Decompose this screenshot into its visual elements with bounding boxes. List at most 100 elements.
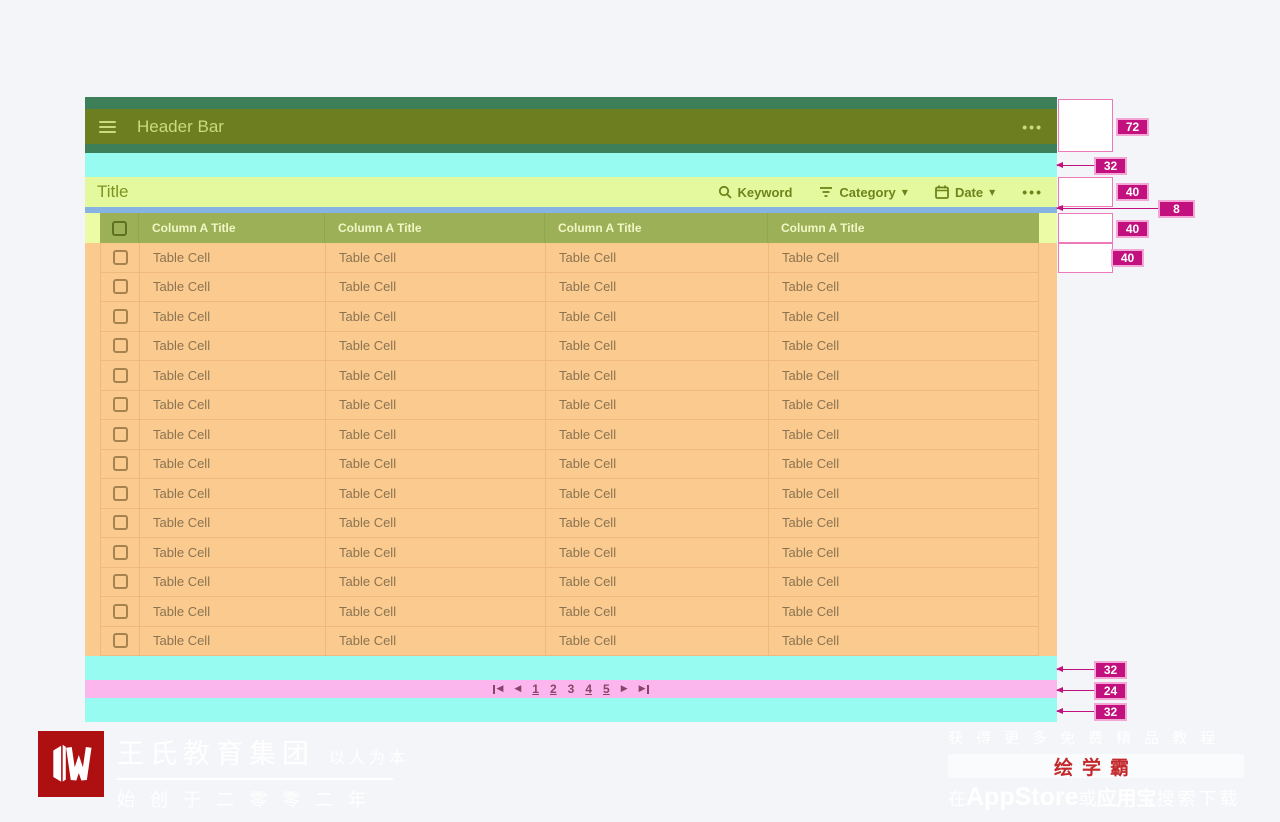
table-cell: Table Cell (546, 597, 769, 626)
row-checkbox[interactable] (112, 367, 128, 383)
table-right-gutter (1039, 509, 1057, 539)
keyword-search-button[interactable]: Keyword (718, 185, 792, 200)
table-cell: Table Cell (782, 485, 840, 501)
table-cell: Table Cell (140, 302, 326, 331)
row-checkbox-cell (101, 302, 140, 331)
page-number[interactable]: 5 (603, 682, 610, 696)
select-all-cell (100, 213, 139, 243)
row-checkbox[interactable] (112, 515, 128, 531)
table-cell: Table Cell (546, 390, 769, 419)
last-page-button[interactable]: ▶ (639, 684, 649, 694)
table-cell: Table Cell (782, 308, 840, 324)
table-cell: Table Cell (546, 272, 769, 301)
filter-icon (820, 187, 833, 197)
spec-arrow (1056, 666, 1094, 672)
watermark-right: 获得更多免费精品教程 绘学霸 在 AppStore 或 应用宝 搜索下载 (948, 727, 1248, 812)
measurement-badge-table-header: 40 (1116, 220, 1149, 238)
prev-page-button[interactable]: ◀ (514, 684, 521, 694)
row-checkbox-cell (101, 479, 140, 508)
table-cell: Table Cell (326, 390, 546, 419)
row-checkbox-cell (101, 626, 140, 655)
column-header: Column A Title (139, 213, 325, 243)
table-right-gutter (1039, 479, 1057, 509)
category-filter-button[interactable]: Category ▼ (819, 185, 908, 200)
table-right-gutter (1039, 243, 1057, 273)
table-row: Table Cell Table Cell Table Cell Table Cell (85, 361, 1057, 391)
table-left-gutter (85, 332, 100, 362)
row-checkbox[interactable] (112, 279, 128, 295)
header-bar-title: Header Bar (137, 116, 224, 136)
table-cell: Table Cell (326, 508, 546, 537)
table-right-gutter (1039, 538, 1057, 568)
table-left-gutter (85, 391, 100, 421)
row-checkbox[interactable] (112, 485, 128, 501)
chevron-down-icon: ▼ (901, 187, 908, 197)
table-cell: Table Cell (326, 302, 546, 331)
next-page-button[interactable]: ▶ (621, 684, 628, 694)
table-cell: Table Cell (140, 331, 326, 360)
toolbar-more-button[interactable]: ••• (1022, 184, 1043, 200)
table-cell: Table Cell (782, 603, 840, 619)
page-number[interactable]: 1 (532, 682, 539, 696)
measurement-badge-gap-top: 32 (1094, 157, 1127, 175)
page-number[interactable]: 3 (567, 682, 575, 696)
measurement-badge-row: 40 (1111, 249, 1144, 267)
download-prefix: 在 (948, 789, 966, 809)
table-cell: Table Cell (782, 515, 840, 531)
table-cell: Table Cell (326, 243, 546, 272)
table-cell: Table Cell (140, 449, 326, 478)
spec-arrow (1056, 205, 1158, 211)
date-filter-button[interactable]: Date ▼ (935, 185, 995, 200)
table-cell: Table Cell (326, 361, 546, 390)
page-number[interactable]: 2 (549, 682, 557, 696)
row-checkbox[interactable] (112, 456, 128, 472)
header-more-button[interactable]: ••• (1022, 118, 1043, 135)
select-all-checkbox[interactable] (111, 220, 127, 236)
measurement-badge-header: 72 (1116, 118, 1149, 136)
row-checkbox-cell (101, 597, 140, 626)
table-left-gutter (85, 479, 100, 509)
page-number[interactable]: 4 (585, 682, 593, 696)
table-left-gutter (85, 509, 100, 539)
table-cell: Table Cell (326, 272, 546, 301)
table-right-gutter (1039, 361, 1057, 391)
page-title: Title (97, 182, 129, 201)
table-right-gutter (1039, 568, 1057, 598)
table-cell: Table Cell (782, 367, 840, 383)
row-checkbox[interactable] (112, 308, 128, 324)
row-checkbox[interactable] (112, 426, 128, 442)
watermark-left-text: 王氏教育集团 以人为本 始创于二零零二年 (117, 731, 409, 812)
row-checkbox-cell (101, 361, 140, 390)
first-page-button[interactable]: ◀ (493, 684, 503, 694)
title-bar: Title Keyword Category ▼ (85, 177, 1057, 207)
row-checkbox[interactable] (112, 633, 128, 649)
toolbar: Keyword Category ▼ Date ▼ (718, 184, 1043, 200)
table-cell: Table Cell (782, 279, 840, 295)
measurement-badge-pagination: 24 (1094, 682, 1127, 700)
table-right-gutter (1039, 450, 1057, 480)
row-checkbox[interactable] (112, 603, 128, 619)
table-left-gutter (85, 627, 100, 657)
row-checkbox[interactable] (112, 544, 128, 560)
table-row: Table Cell Table Cell Table Cell Table Cell (85, 449, 1057, 480)
table-cell: Table Cell (782, 397, 840, 413)
row-checkbox[interactable] (112, 574, 128, 590)
table-cell: Table Cell (326, 420, 546, 449)
table-left-gutter (85, 213, 100, 243)
w-logo-icon (53, 744, 92, 782)
table-cell: Table Cell (546, 331, 769, 360)
row-checkbox[interactable] (112, 397, 128, 413)
row-checkbox[interactable] (112, 249, 128, 265)
row-checkbox-cell (101, 243, 140, 272)
yingyongbao-label: 应用宝 (1096, 788, 1157, 810)
table-cell: Table Cell (140, 567, 326, 596)
table-row: Table Cell Table Cell Table Cell Table Cell (85, 272, 1057, 302)
table-cell: Table Cell (782, 456, 840, 472)
spec-arrow (1056, 687, 1094, 693)
spec-box-header (1058, 99, 1113, 152)
hamburger-menu-icon[interactable] (99, 120, 116, 133)
app-window: Header Bar ••• Title Keyword Category (85, 97, 1057, 722)
row-checkbox[interactable] (112, 338, 128, 354)
table-cell: Table Cell (326, 626, 546, 655)
table-cell: Table Cell (782, 249, 840, 265)
